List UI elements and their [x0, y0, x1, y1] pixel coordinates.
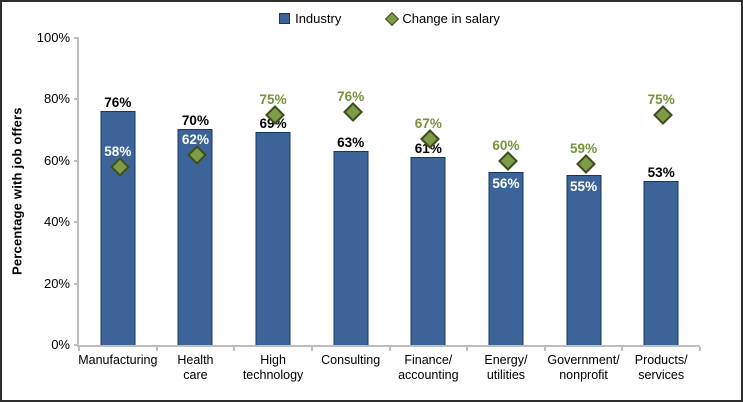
category-label-high-technology: High technology — [242, 353, 304, 382]
y-tick-label-0: 0% — [51, 337, 70, 352]
industry-square-marker — [279, 13, 291, 24]
salary-diamond-marker-energy-utilities — [498, 150, 518, 171]
x-tick-mark-2 — [233, 347, 236, 351]
legend: Industry Change in salary — [79, 11, 700, 26]
x-tick-mark-1 — [155, 347, 158, 351]
category-slot-manufacturing: 76% 58% Manufacturing — [78, 38, 157, 367]
category-label-consulting: Consulting — [321, 353, 381, 367]
category-label-manufacturing: Manufacturing — [78, 353, 158, 367]
plot-area: 0% 20% 40% 60% 80% 100% 76% 58% Manufacturing 70%… — [37, 31, 701, 382]
industry-bar-consulting — [333, 150, 369, 345]
y-tick-label-100: 100% — [36, 30, 70, 45]
category-slot-finance-accounting: 61% 67% Finance/ accounting — [390, 38, 468, 382]
x-tick-mark-0 — [78, 347, 80, 351]
industry-value-label-energy-utilities: 56% — [492, 176, 520, 192]
salary-value-label-high-technology: 75% — [259, 91, 287, 107]
industry-value-label-finance-accounting: 61% — [414, 140, 442, 156]
y-tick-mark-40 — [74, 221, 79, 224]
salary-diamond-marker-government-nonprofit — [575, 153, 596, 174]
salary-diamond-marker-products-services — [653, 104, 674, 125]
category-label-government-nonprofit: Government/ nonprofit — [547, 353, 620, 382]
industry-value-label-health-care: 70% — [181, 113, 209, 129]
y-tick-label-60: 60% — [43, 152, 70, 168]
salary-diamond-marker — [385, 11, 400, 26]
category-slot-energy-utilities: 56% 60% Energy/ utilities — [467, 38, 545, 382]
legend-item-change-in-salary: Change in salary — [385, 11, 500, 26]
salary-value-label-finance-accounting: 67% — [414, 116, 442, 132]
y-tick-mark-60 — [74, 159, 79, 162]
category-slot-high-technology: 69%75%High technology — [234, 38, 312, 382]
industry-value-label-manufacturing: 76% — [104, 94, 132, 110]
x-tick-mark-6 — [543, 347, 546, 351]
category-label-products-services: Products/ services — [634, 353, 688, 382]
industry-bar-manufacturing — [100, 110, 136, 345]
industry-bar-finance-accounting — [410, 156, 446, 345]
category-label-energy-utilities: Energy/ utilities — [484, 353, 528, 382]
salary-value-label-energy-utilities: 60% — [492, 137, 520, 153]
y-tick-mark-80 — [74, 98, 79, 101]
legend-item-industry: Industry — [279, 11, 341, 26]
salary-diamond-marker-consulting — [342, 101, 363, 122]
industry-bar-health-care — [177, 129, 213, 345]
y-tick-mark-100 — [74, 37, 79, 39]
salary-value-label-products-services: 75% — [647, 91, 675, 107]
category-label-finance-accounting: Finance/ accounting — [398, 353, 459, 382]
x-tick-mark-7 — [621, 347, 624, 351]
y-tick-label-40: 40% — [43, 214, 70, 230]
category-label-health-care: Health care — [177, 353, 214, 382]
industry-bar-high-technology — [255, 132, 291, 345]
y-tick-mark-0 — [74, 344, 79, 346]
industry-bar-energy-utilities — [488, 172, 524, 345]
x-tick-mark-4 — [388, 347, 391, 351]
legend-label-change-in-salary: Change in salary — [402, 11, 500, 26]
salary-value-label-health-care: 62% — [181, 131, 209, 147]
salary-value-label-consulting: 76% — [337, 88, 365, 104]
y-tick-mark-20 — [74, 282, 79, 285]
industry-value-label-products-services: 53% — [647, 165, 675, 181]
salary-value-label-manufacturing: 58% — [104, 143, 132, 159]
category-slot-products-services: 53% 75% Products/ services — [622, 38, 700, 382]
x-tick-mark-3 — [310, 347, 313, 351]
y-tick-label-80: 80% — [43, 91, 70, 107]
industry-value-label-government-nonprofit: 55% — [570, 179, 598, 195]
industry-bar-government-nonprofit — [566, 175, 602, 345]
x-tick-mark-5 — [466, 347, 469, 351]
y-axis-title: Percentage with job offers — [9, 107, 25, 276]
salary-value-label-government-nonprofit: 59% — [570, 140, 598, 156]
legend-label-industry: Industry — [295, 11, 342, 26]
x-tick-mark-8 — [699, 347, 701, 351]
category-slot-government-nonprofit: 55% 59% Government/ nonprofit — [545, 38, 623, 382]
industry-value-label-consulting: 63% — [337, 134, 365, 150]
category-slot-health-care: 70% 62% Health care — [157, 38, 235, 382]
industry-bar-products-services — [643, 181, 679, 345]
category-slot-consulting: 63% 76% Consulting — [312, 38, 390, 367]
y-tick-label-20: 20% — [43, 275, 70, 291]
